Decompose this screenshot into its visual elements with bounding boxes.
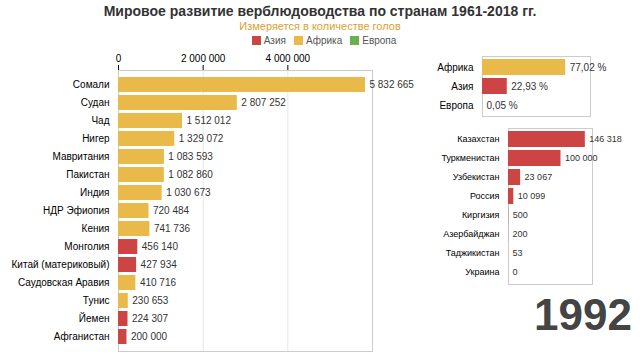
svg-text:200: 200 bbox=[513, 229, 528, 239]
svg-text:224 307: 224 307 bbox=[132, 313, 169, 324]
svg-text:Азербайджан: Азербайджан bbox=[443, 229, 499, 239]
svg-text:146 318: 146 318 bbox=[589, 134, 622, 144]
html-text:Азия: Азия bbox=[263, 35, 286, 46]
svg-text:0: 0 bbox=[513, 267, 518, 277]
svg-text:2 807 252: 2 807 252 bbox=[241, 97, 286, 108]
svg-text:1 512 012: 1 512 012 bbox=[187, 115, 232, 126]
svg-text:Нигер: Нигер bbox=[82, 133, 110, 144]
svg-text:2 000 000: 2 000 000 bbox=[181, 53, 226, 64]
html-text:Мировое развитие верблюдоводст: Мировое развитие верблюдоводства по стра… bbox=[103, 3, 537, 19]
svg-text:23 067: 23 067 bbox=[525, 172, 553, 182]
html-text:1992: 1992 bbox=[534, 290, 632, 339]
svg-text:77,02 %: 77,02 % bbox=[570, 62, 607, 73]
svg-text:Кения: Кения bbox=[82, 223, 110, 234]
svg-text:200 000: 200 000 bbox=[131, 331, 168, 342]
svg-text:230 653: 230 653 bbox=[132, 295, 169, 306]
svg-text:Казахстан: Казахстан bbox=[457, 134, 499, 144]
svg-text:Таджикистан: Таджикистан bbox=[446, 248, 500, 258]
html-text:Европа: Европа bbox=[362, 35, 397, 46]
svg-text:Пакистан: Пакистан bbox=[66, 169, 109, 180]
svg-text:0,05 %: 0,05 % bbox=[487, 100, 518, 111]
svg-text:Азия: Азия bbox=[451, 81, 473, 92]
svg-text:Чад: Чад bbox=[91, 115, 109, 126]
svg-text:Сомали: Сомали bbox=[73, 79, 110, 90]
svg-text:Африка: Африка bbox=[437, 62, 474, 73]
svg-text:Монголия: Монголия bbox=[64, 241, 109, 252]
svg-text:1 082 860: 1 082 860 bbox=[168, 169, 213, 180]
svg-text:53: 53 bbox=[513, 248, 523, 258]
svg-text:Афганистан: Афганистан bbox=[54, 331, 110, 342]
svg-text:Судан: Судан bbox=[81, 97, 110, 108]
svg-text:22,93 %: 22,93 % bbox=[511, 81, 548, 92]
svg-text:10 099: 10 099 bbox=[518, 191, 546, 201]
svg-text:456 140: 456 140 bbox=[142, 241, 179, 252]
svg-text:Тунис: Тунис bbox=[83, 295, 110, 306]
svg-text:Россия: Россия bbox=[470, 191, 500, 201]
svg-text:5 832 665: 5 832 665 bbox=[369, 79, 414, 90]
svg-text:Узбекистан: Узбекистан bbox=[453, 172, 500, 182]
svg-text:0: 0 bbox=[116, 53, 122, 64]
svg-text:100 000: 100 000 bbox=[565, 153, 598, 163]
svg-text:1 329 072: 1 329 072 bbox=[179, 133, 224, 144]
html-text:Измеряется в количестве голов: Измеряется в количестве голов bbox=[239, 20, 401, 32]
svg-text:Мавритания: Мавритания bbox=[52, 151, 109, 162]
svg-text:Туркменистан: Туркменистан bbox=[441, 153, 499, 163]
svg-text:720 484: 720 484 bbox=[153, 205, 190, 216]
svg-text:410 716: 410 716 bbox=[140, 277, 177, 288]
svg-text:1 030 673: 1 030 673 bbox=[166, 187, 211, 198]
svg-text:Украина: Украина bbox=[465, 267, 499, 277]
svg-text:НДР Эфиопия: НДР Эфиопия bbox=[43, 205, 109, 216]
svg-text:Киргизия: Киргизия bbox=[462, 210, 500, 220]
svg-text:500: 500 bbox=[513, 210, 528, 220]
svg-text:1 083 593: 1 083 593 bbox=[168, 151, 213, 162]
svg-text:Индия: Индия bbox=[80, 187, 110, 198]
svg-text:Саудовская Аравия: Саудовская Аравия bbox=[18, 277, 110, 288]
svg-text:Европа: Европа bbox=[439, 100, 474, 111]
svg-text:Йемен: Йемен bbox=[79, 312, 110, 324]
svg-text:427 934: 427 934 bbox=[141, 259, 178, 270]
svg-text:Китай (материковый): Китай (материковый) bbox=[12, 259, 110, 270]
svg-text:741 736: 741 736 bbox=[154, 223, 191, 234]
html-text:Африка: Африка bbox=[305, 35, 343, 46]
svg-text:4 000 000: 4 000 000 bbox=[266, 53, 311, 64]
